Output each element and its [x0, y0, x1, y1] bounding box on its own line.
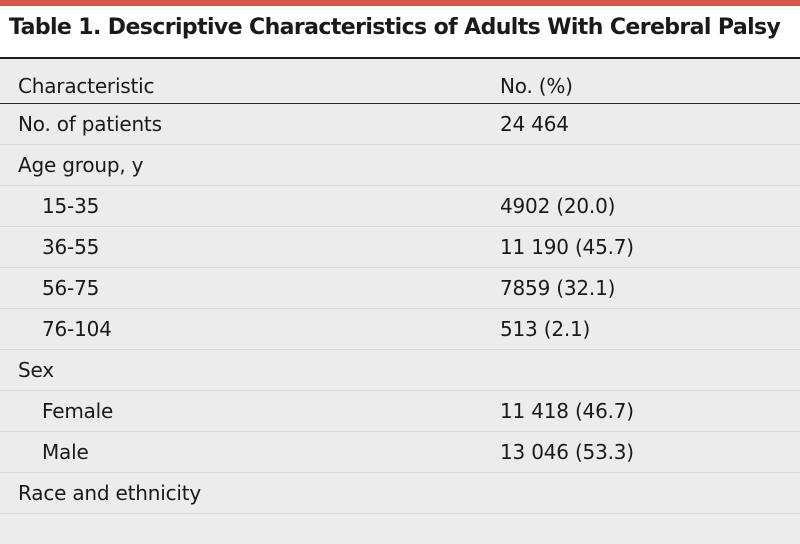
- row-value: 11 418 (46.7): [500, 399, 634, 423]
- row-label: Race and ethnicity: [18, 481, 202, 505]
- row-value: 13 046 (53.3): [500, 440, 634, 464]
- row-label: 15-35: [42, 194, 100, 218]
- row-value: 4902 (20.0): [500, 194, 616, 218]
- row-label: Female: [42, 399, 114, 423]
- table-title: Table 1. Descriptive Characteristics of …: [9, 15, 781, 40]
- table-row: No. of patients 24 464: [0, 104, 800, 145]
- row-label: 36-55: [42, 235, 100, 259]
- column-header-count: No. (%): [500, 74, 573, 98]
- table-header-row: Characteristic No. (%): [0, 59, 800, 104]
- row-value: 513 (2.1): [500, 317, 591, 341]
- column-header-characteristic: Characteristic: [18, 74, 155, 98]
- table-row: 56-75 7859 (32.1): [0, 268, 800, 309]
- row-value: 11 190 (45.7): [500, 235, 634, 259]
- row-label: No. of patients: [18, 112, 162, 136]
- row-label: 76-104: [42, 317, 112, 341]
- table-row: Sex: [0, 350, 800, 391]
- table-row: 15-35 4902 (20.0): [0, 186, 800, 227]
- title-rule: [0, 57, 800, 59]
- table-row: Male 13 046 (53.3): [0, 432, 800, 473]
- table-row: Female 11 418 (46.7): [0, 391, 800, 432]
- row-value: 24 464: [500, 112, 569, 136]
- row-value: 7859 (32.1): [500, 276, 616, 300]
- table-row-partial: [0, 514, 800, 544]
- row-label: 56-75: [42, 276, 100, 300]
- table-row: Race and ethnicity: [0, 473, 800, 514]
- row-label: Male: [42, 440, 89, 464]
- row-label: Sex: [18, 358, 54, 382]
- characteristics-table: Characteristic No. (%) No. of patients 2…: [0, 59, 800, 544]
- table-row: 76-104 513 (2.1): [0, 309, 800, 350]
- table-row: Age group, y: [0, 145, 800, 186]
- table-row: 36-55 11 190 (45.7): [0, 227, 800, 268]
- top-accent-rule: [0, 0, 800, 6]
- row-label: Age group, y: [18, 153, 144, 177]
